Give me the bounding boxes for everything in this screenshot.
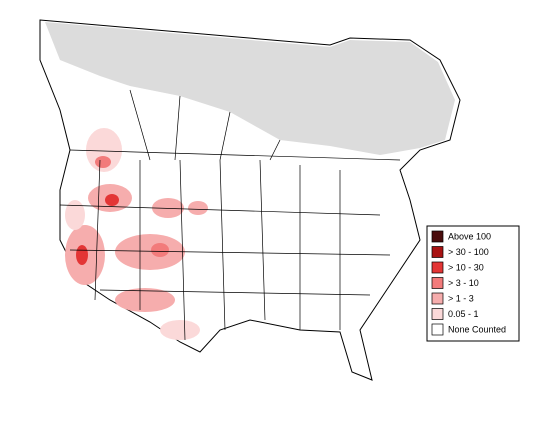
legend-swatch [431, 261, 444, 274]
legend-swatch [431, 323, 444, 336]
legend-label: 0.05 - 1 [448, 309, 479, 319]
legend: Above 100 > 30 - 100 > 10 - 30 > 3 - 10 > 1 … [426, 225, 520, 342]
legend-label: > 3 - 10 [448, 278, 479, 288]
legend-swatch [431, 230, 444, 243]
borders [59, 89, 401, 341]
legend-swatch [431, 292, 444, 305]
legend-label: > 1 - 3 [448, 293, 474, 303]
legend-label: > 30 - 100 [448, 247, 489, 257]
range-blobs [65, 128, 208, 340]
legend-swatch [431, 277, 444, 289]
legend-label: > 10 - 30 [448, 262, 484, 272]
legend-label: Above 100 [448, 231, 491, 241]
legend-swatch [431, 246, 444, 258]
no-count-region [45, 22, 455, 155]
legend-label: None Counted [448, 324, 506, 334]
legend-swatch [431, 308, 444, 320]
